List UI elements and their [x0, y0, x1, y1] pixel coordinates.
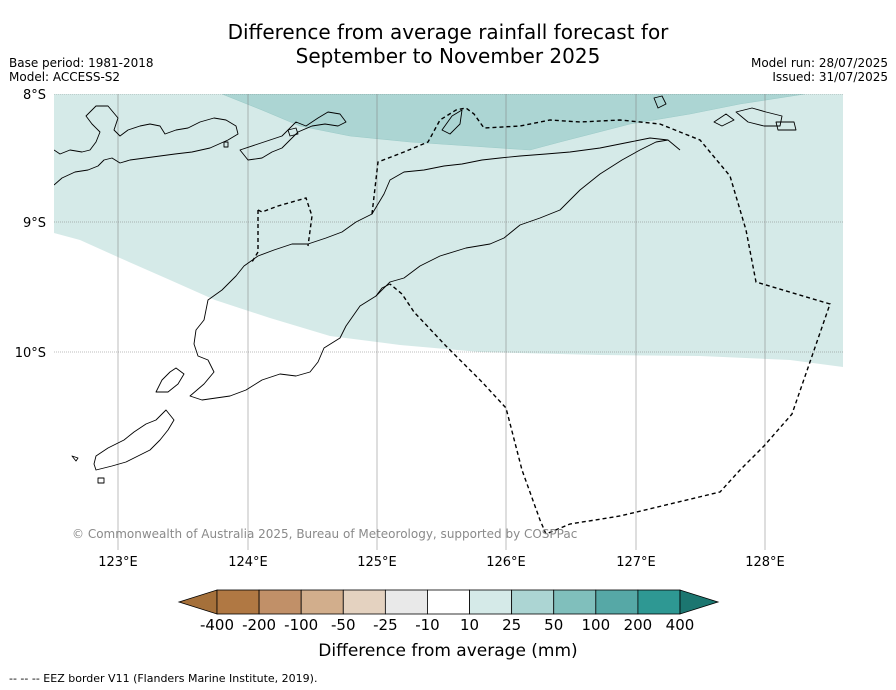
colorbar-tick-label: 10 — [460, 616, 479, 634]
colorbar-extend-low — [177, 589, 218, 615]
lon-label-124e: 124°E — [228, 555, 268, 570]
colorbar-swatch — [469, 589, 513, 615]
meta-right: Model run: 28/07/2025 Issued: 31/07/2025 — [751, 56, 888, 84]
colorbar-tick-label: 100 — [581, 616, 610, 634]
anomaly-25-50-region — [221, 94, 806, 151]
colorbar-swatch — [300, 589, 344, 615]
lon-label-123e: 123°E — [98, 555, 138, 570]
colorbar-title: Difference from average (mm) — [318, 641, 578, 661]
coast-timor — [189, 137, 681, 401]
colorbar-tick-label: -10 — [415, 616, 440, 634]
coast-timor-south — [375, 283, 391, 297]
lon-label-125e: 125°E — [357, 555, 397, 570]
model-name: Model: ACCESS-S2 — [9, 70, 121, 84]
colorbar-tick-label: -25 — [373, 616, 398, 634]
lat-label-10s: 10°S — [15, 346, 46, 361]
eez-main — [371, 107, 831, 535]
coast-flores — [54, 105, 239, 186]
colorbar-tick-label: -100 — [284, 616, 318, 634]
coastlines — [54, 95, 797, 484]
eez-oecusse — [251, 197, 313, 263]
colorbar-swatch — [384, 589, 428, 615]
colorbar-tick-label: 50 — [544, 616, 563, 634]
longitude-labels: 123°E 124°E 125°E 126°E 127°E 128°E — [98, 555, 785, 570]
island-small-1 — [287, 127, 299, 137]
colorbar-tick-label: 400 — [666, 616, 695, 634]
lon-label-126e: 126°E — [486, 555, 526, 570]
coast-flores-east — [239, 111, 347, 161]
colorbar-swatch — [427, 589, 470, 615]
colorbar: -400 -200 -100 -50 -25 -10 10 25 50 100 200 400 — [177, 589, 720, 634]
meta-left: Base period: 1981-2018 Model: ACCESS-S2 — [9, 56, 154, 84]
island-ndana — [97, 477, 105, 484]
map-area — [54, 94, 843, 550]
colorbar-swatch — [511, 589, 555, 615]
model-run: Model run: 28/07/2025 — [750, 56, 888, 70]
anomaly-10-25-region — [54, 94, 843, 367]
colorbar-swatch — [216, 589, 260, 615]
coast-atauro — [441, 109, 463, 135]
island-small-west — [71, 455, 79, 462]
latitude-labels: 8°S 9°S 10°S — [15, 88, 46, 361]
colorbar-tick-label: 200 — [624, 616, 653, 634]
title-line-1: Difference from average rainfall forecas… — [227, 20, 669, 44]
coast-islets-east — [713, 107, 797, 131]
coast-roti — [93, 409, 175, 471]
map-title: Difference from average rainfall forecas… — [0, 20, 896, 68]
lat-label-8s: 8°S — [23, 88, 46, 103]
lon-label-128e: 128°E — [745, 555, 785, 570]
colorbar-extend-high — [679, 589, 720, 615]
eez-footnote: -- -- -- EEZ border V11 (Flanders Marine… — [9, 672, 318, 685]
colorbar-swatch — [595, 589, 639, 615]
coast-wetar — [653, 95, 667, 109]
base-period: Base period: 1981-2018 — [9, 56, 154, 70]
lon-label-127e: 127°E — [616, 555, 656, 570]
colorbar-swatch — [258, 589, 302, 615]
eez-border — [251, 107, 831, 535]
lat-label-9s: 9°S — [23, 216, 46, 231]
coast-semau — [155, 367, 185, 393]
island-small-2 — [223, 141, 229, 148]
title-line-2: September to November 2025 — [295, 44, 601, 68]
colorbar-swatch — [342, 589, 386, 615]
colorbar-tick-label: -400 — [200, 616, 234, 634]
colorbar-tick-label: -50 — [331, 616, 356, 634]
issued-date: Issued: 31/07/2025 — [772, 70, 888, 84]
colorbar-swatch — [553, 589, 597, 615]
colorbar-swatch — [637, 589, 681, 615]
colorbar-tick-label: 25 — [502, 616, 521, 634]
colorbar-tick-label: -200 — [242, 616, 276, 634]
copyright-notice: © Commonwealth of Australia 2025, Bureau… — [72, 527, 578, 541]
